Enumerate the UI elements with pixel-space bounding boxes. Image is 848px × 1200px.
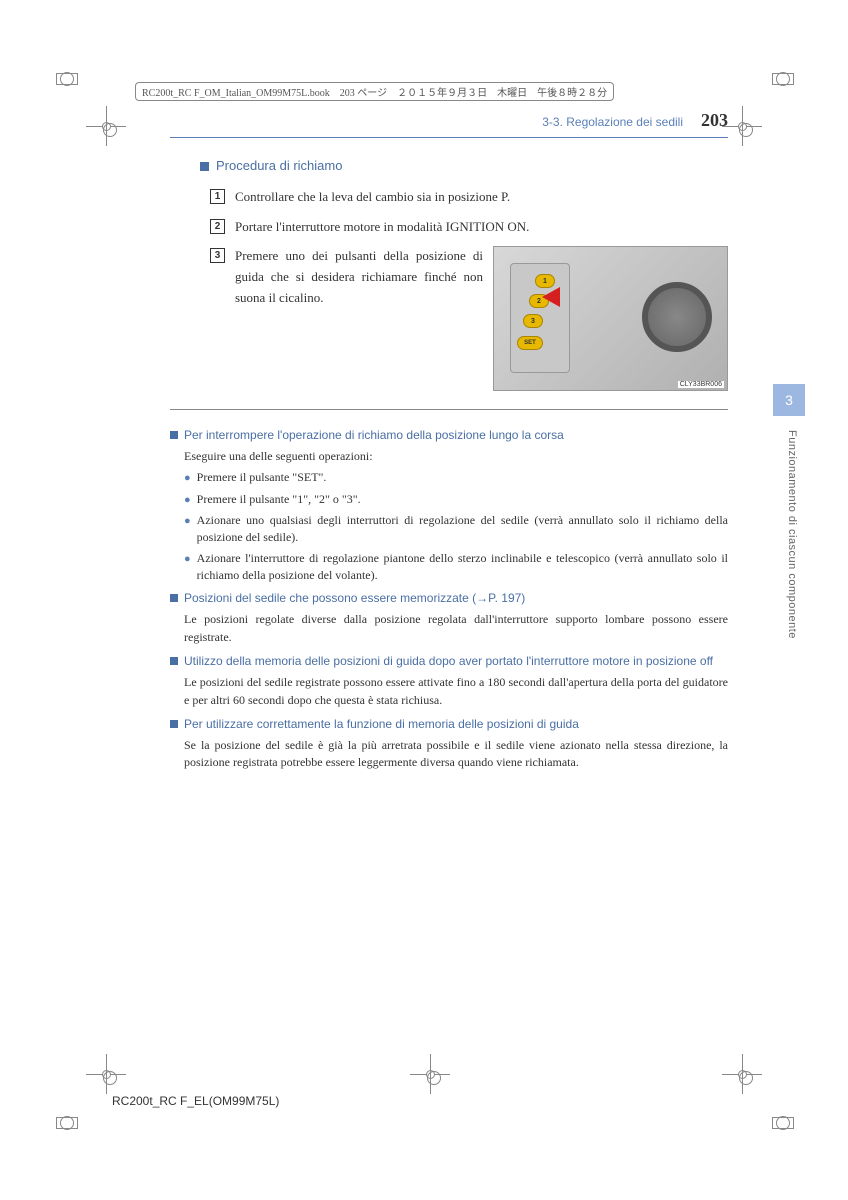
procedure-step-with-image: 3 Premere uno dei pulsanti della posizio… [210, 246, 728, 391]
register-mark [736, 120, 748, 132]
illustration: 1 2 3 SET CLY33BR006 [493, 246, 728, 391]
square-bullet-icon [200, 162, 209, 171]
step-text: Portare l'interruttore motore in modalit… [235, 217, 728, 237]
info-heading-text: Per utilizzare correttamente la funzione… [184, 717, 579, 731]
square-bullet-icon [170, 594, 178, 602]
page-number: 203 [701, 110, 728, 131]
bullet-text: Premere il pulsante "1", "2" o "3". [197, 491, 361, 508]
bullet-text: Azionare uno qualsiasi degli interruttor… [197, 512, 728, 546]
chapter-tab: 3 [773, 384, 805, 416]
content-area: 3-3. Regolazione dei sedili 203 Procedur… [70, 110, 778, 772]
memory-button-icon: 1 [535, 274, 555, 288]
door-panel-illustration: 1 2 3 SET [510, 263, 570, 373]
info-paragraph: Le posizioni regolate diverse dalla posi… [184, 611, 728, 646]
bullet-item: ●Azionare uno qualsiasi degli interrutto… [184, 512, 728, 546]
square-bullet-icon [170, 431, 178, 439]
step-text: Premere uno dei pulsanti della posizione… [235, 246, 483, 391]
page: RC200t_RC F_OM_Italian_OM99M75L.book 203… [0, 0, 848, 1200]
info-heading: Per interrompere l'operazione di richiam… [170, 428, 728, 442]
page-header: 3-3. Regolazione dei sedili 203 [170, 110, 728, 138]
info-heading: Posizioni del sedile che possono essere … [170, 591, 728, 605]
register-mark [736, 1068, 748, 1080]
register-mark [100, 120, 112, 132]
step-number: 1 [210, 189, 225, 204]
arrow-icon [542, 287, 560, 307]
info-paragraph: Le posizioni del sedile registrate posso… [184, 674, 728, 709]
info-heading-text: Posizioni del sedile che possono essere … [184, 591, 525, 605]
info-heading: Utilizzo della memoria delle posizioni d… [170, 654, 728, 668]
bullet-icon: ● [184, 493, 191, 508]
steering-wheel-illustration [642, 282, 712, 352]
info-paragraph: Eseguire una delle seguenti operazioni: [184, 448, 728, 465]
bullet-item: ●Azionare l'interruttore di regolazione … [184, 550, 728, 584]
info-section: Per interrompere l'operazione di richiam… [170, 409, 728, 772]
header-metadata: RC200t_RC F_OM_Italian_OM99M75L.book 203… [135, 82, 614, 101]
bullet-item: ● Premere il pulsante "SET". [184, 469, 728, 486]
crop-mark [60, 1116, 72, 1128]
info-paragraph: Se la posizione del sedile è già la più … [184, 737, 728, 772]
memory-button-icon: SET [517, 336, 543, 350]
crop-mark [60, 72, 72, 84]
square-bullet-icon [170, 720, 178, 728]
chapter-side-text: Funzionamento di ciascun componente [786, 430, 798, 639]
crop-mark [776, 1116, 788, 1128]
register-mark [424, 1068, 436, 1080]
step-number: 3 [210, 248, 225, 263]
footer-code: RC200t_RC F_EL(OM99M75L) [112, 1094, 279, 1108]
bullet-icon: ● [184, 514, 191, 546]
step-text: Controllare che la leva del cambio sia i… [235, 187, 728, 207]
section-name: 3-3. Regolazione dei sedili [542, 115, 683, 129]
bullet-item: ● Premere il pulsante "1", "2" o "3". [184, 491, 728, 508]
info-heading-text: Utilizzo della memoria delle posizioni d… [184, 654, 713, 668]
info-heading-text: Per interrompere l'operazione di richiam… [184, 428, 564, 442]
bullet-icon: ● [184, 471, 191, 486]
bullet-icon: ● [184, 552, 191, 584]
crop-mark [776, 72, 788, 84]
procedure-title-text: Procedura di richiamo [216, 158, 342, 173]
square-bullet-icon [170, 657, 178, 665]
memory-button-icon: 3 [523, 314, 543, 328]
info-heading: Per utilizzare correttamente la funzione… [170, 717, 728, 731]
procedure-step: 2 Portare l'interruttore motore in modal… [210, 217, 728, 237]
procedure-step: 1 Controllare che la leva del cambio sia… [210, 187, 728, 207]
procedure-title: Procedura di richiamo [200, 158, 728, 173]
bullet-text: Premere il pulsante "SET". [197, 469, 327, 486]
bullet-text: Azionare l'interruttore di regolazione p… [197, 550, 728, 584]
image-code: CLY33BR006 [678, 381, 724, 388]
step-number: 2 [210, 219, 225, 234]
register-mark [100, 1068, 112, 1080]
